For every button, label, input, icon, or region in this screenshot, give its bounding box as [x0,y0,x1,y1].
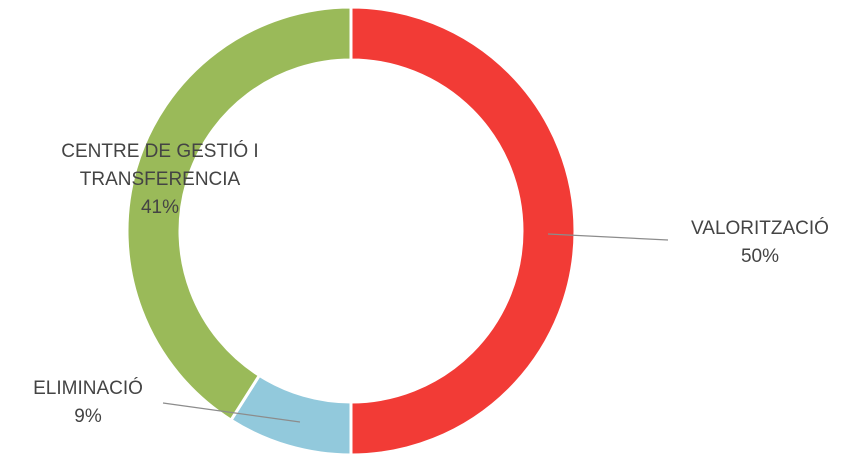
category-label: TRANSFERENCIA [80,169,241,190]
category-label: ELIMINACIÓ [33,377,143,399]
data-label-1: ELIMINACIÓ 9% [33,377,143,427]
leader-line-0 [547,233,669,241]
percent-label: 41% [141,197,179,218]
leader-lines [162,233,669,423]
slice-2 [125,5,353,423]
data-labels: VALORITZACIÓ 50% ELIMINACIÓ 9% CENTRE DE GES… [33,140,829,427]
data-label-0: VALORITZACIÓ 50% [691,217,829,267]
leader-line-1 [162,402,301,423]
category-label: VALORITZACIÓ [691,217,829,239]
data-label-2: CENTRE DE GESTIÓ I TRANSFERENCIA 41% [61,140,258,218]
donut-slices [125,5,577,456]
category-label: CENTRE DE GESTIÓ I [61,140,258,162]
slice-0 [349,5,577,456]
percent-label: 50% [741,246,779,267]
percent-label: 9% [74,406,102,427]
